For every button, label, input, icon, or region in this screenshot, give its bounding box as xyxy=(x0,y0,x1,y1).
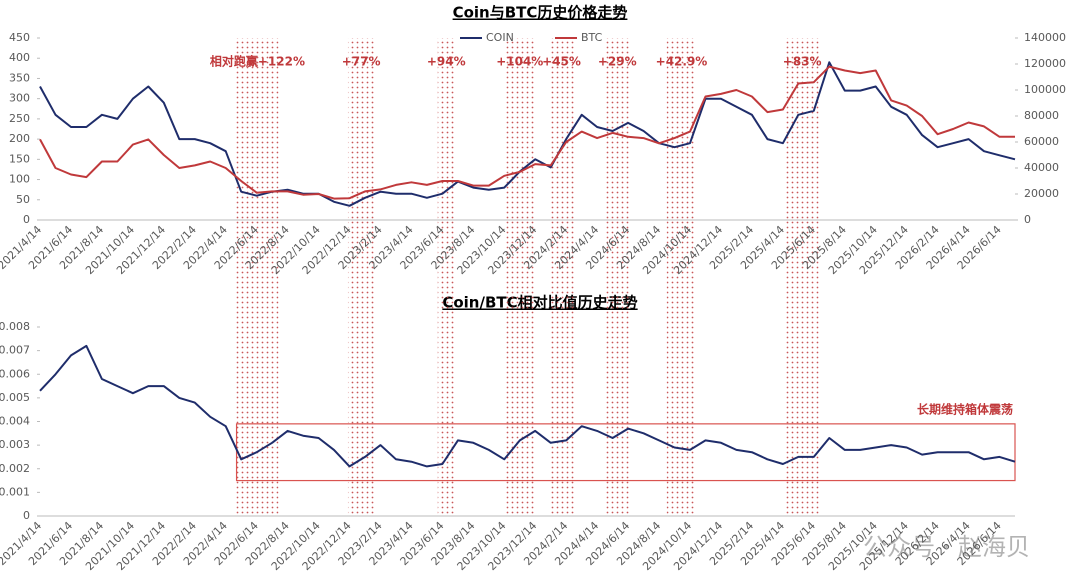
y-tick-label: 0.002 xyxy=(0,462,30,475)
period-label: +29% xyxy=(598,55,637,69)
y2-tick-label: 100000 xyxy=(1024,83,1066,96)
y2-tick-label: 20000 xyxy=(1024,187,1059,200)
y-tick-label: 0.006 xyxy=(0,367,30,380)
y2-tick-label: 60000 xyxy=(1024,135,1059,148)
series-line xyxy=(39,344,1016,468)
chart-title: Coin/BTC相对比值历史走势 xyxy=(442,294,637,312)
y2-tick-label: 120000 xyxy=(1024,57,1066,70)
y-tick-label: 0.001 xyxy=(0,485,30,498)
legend-label: COIN xyxy=(486,31,514,44)
y-tick-label: 250 xyxy=(9,112,30,125)
shaded-period xyxy=(549,38,574,516)
y-tick-label: 350 xyxy=(9,71,30,84)
y-tick-label: 0 xyxy=(23,509,30,522)
y-tick-label: 200 xyxy=(9,132,30,145)
shaded-period xyxy=(785,38,819,516)
period-label: +104% xyxy=(496,55,543,69)
period-label: +42.9% xyxy=(656,55,708,69)
y2-tick-label: 0 xyxy=(1024,213,1031,226)
y-tick-label: 150 xyxy=(9,152,30,165)
shaded-period xyxy=(347,38,375,516)
shaded-period xyxy=(505,38,534,516)
y-tick-label: 50 xyxy=(16,193,30,206)
period-label: +94% xyxy=(427,55,466,69)
period-label: 相对跑赢+122% xyxy=(210,54,305,69)
y-tick-label: 0.003 xyxy=(0,438,30,451)
y-tick-label: 0.005 xyxy=(0,391,30,404)
y-tick-label: 400 xyxy=(9,51,30,64)
y-tick-label: 100 xyxy=(9,173,30,186)
shaded-period xyxy=(437,38,455,516)
range-box xyxy=(235,423,1016,482)
y-tick-label: 0.004 xyxy=(0,415,30,428)
y-tick-label: 0.007 xyxy=(0,344,30,357)
y-tick-label: 300 xyxy=(9,92,30,105)
y-tick-label: 450 xyxy=(9,31,30,44)
watermark: 公众号 · 赵海贝 xyxy=(863,533,1030,561)
shaded-period xyxy=(666,38,697,516)
y-tick-label: 0.008 xyxy=(0,320,30,333)
chart-title: Coin与BTC历史价格走势 xyxy=(453,4,628,22)
period-label: +45% xyxy=(542,55,581,69)
series-line xyxy=(39,61,1016,207)
box-label: 长期维持箱体震荡 xyxy=(917,401,1013,416)
series-line xyxy=(39,65,1015,200)
y-tick-label: 0 xyxy=(23,213,30,226)
shaded-period xyxy=(236,38,279,516)
legend-label: BTC xyxy=(581,31,603,44)
shaded-period xyxy=(604,38,630,516)
y2-tick-label: 140000 xyxy=(1024,31,1066,44)
period-label: +83% xyxy=(783,55,822,69)
y2-tick-label: 40000 xyxy=(1024,161,1059,174)
period-label: +77% xyxy=(342,55,381,69)
y2-tick-label: 80000 xyxy=(1024,109,1059,122)
